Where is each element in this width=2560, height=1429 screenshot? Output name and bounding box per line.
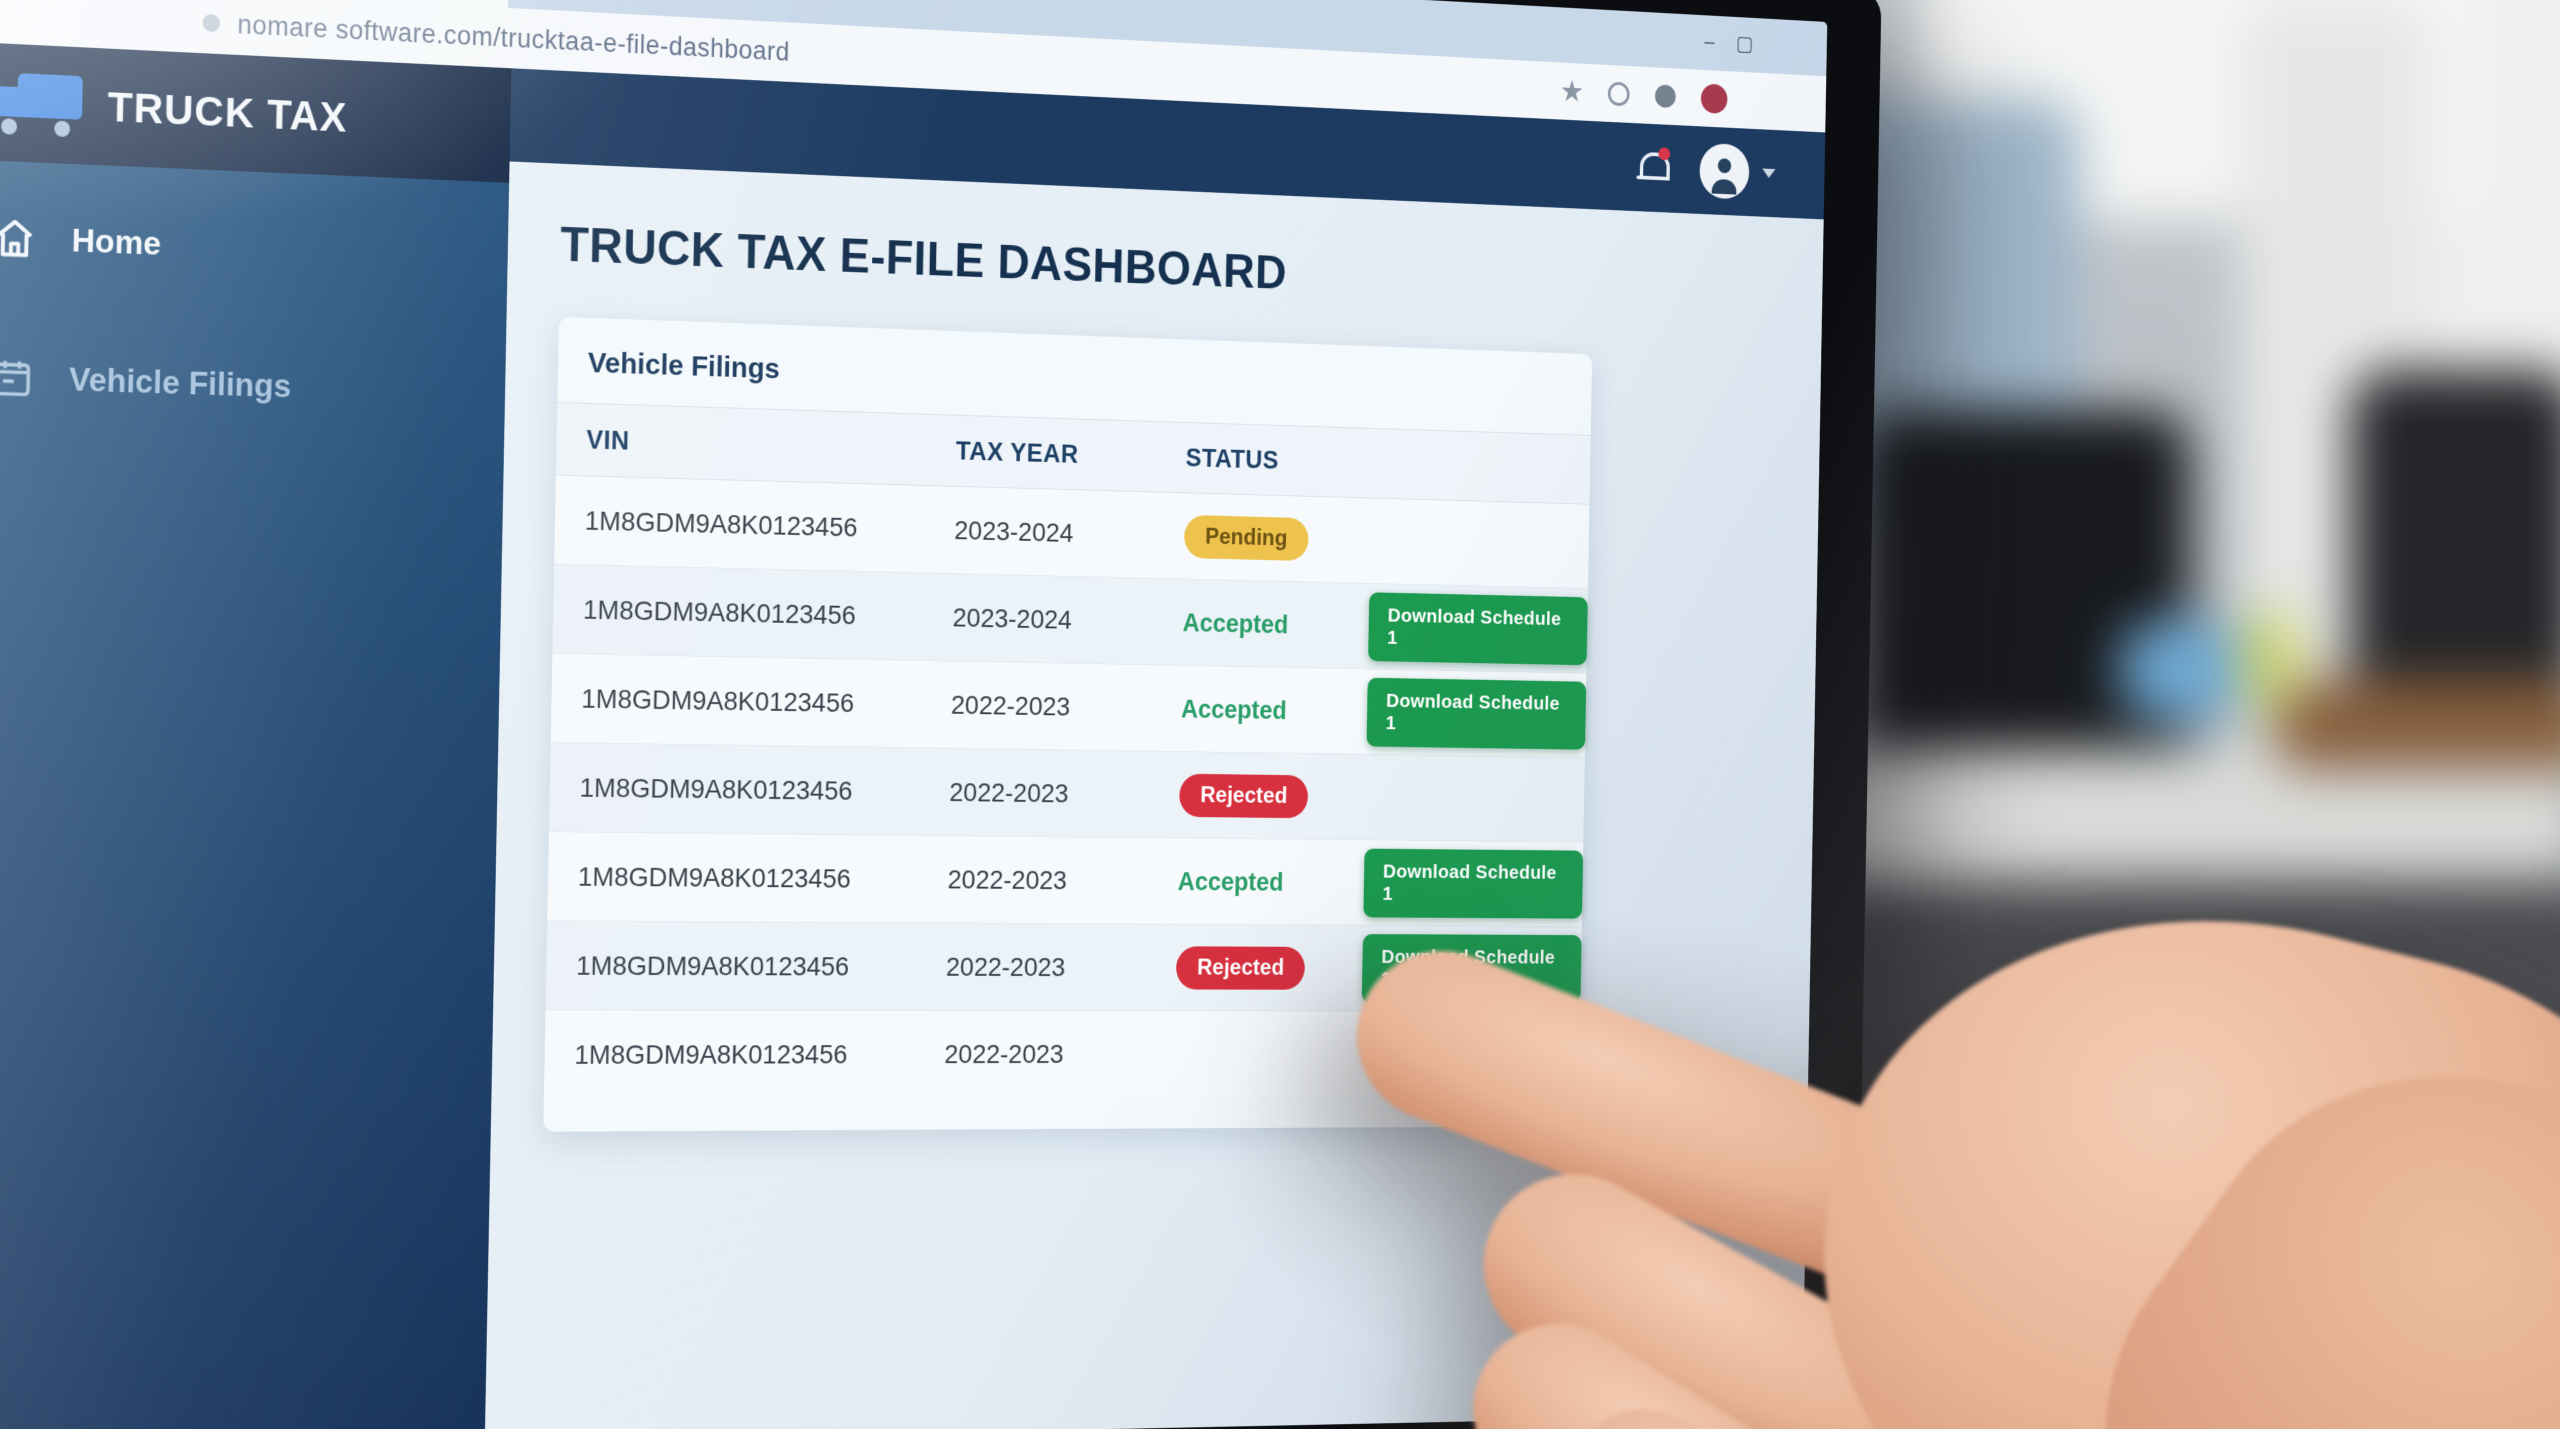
background-monitor: [1860, 410, 2190, 780]
desk-surface: [1820, 750, 2560, 900]
sticky-note: [2240, 610, 2300, 710]
device-glow: [2120, 620, 2250, 720]
wood-desk: [2270, 680, 2560, 770]
background-monitor-2: [2350, 370, 2560, 710]
